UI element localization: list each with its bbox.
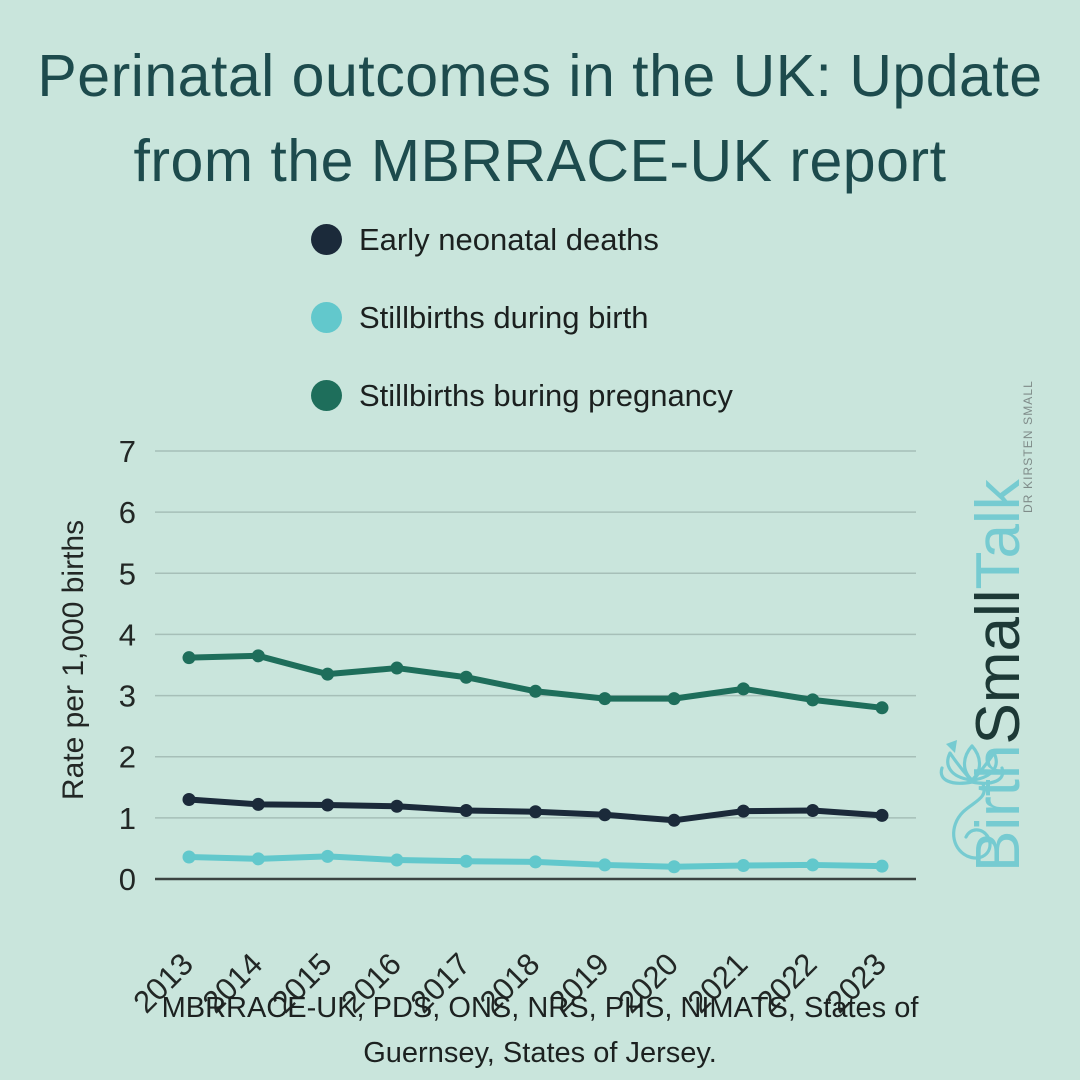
svg-text:0: 0	[119, 862, 136, 897]
logo-word-small: Small	[964, 589, 1033, 745]
svg-text:Rate per 1,000 births: Rate per 1,000 births	[57, 520, 90, 800]
legend-item-stillbirths-during-birth: Stillbirths during birth	[311, 299, 733, 335]
chart-legend: Early neonatal deaths Stillbirths during…	[311, 221, 733, 413]
title-line-1: Perinatal outcomes in the UK: Update	[37, 43, 1043, 109]
page-title: Perinatal outcomes in the UK: Update fro…	[0, 34, 1080, 204]
title-line-2: from the MBRRACE-UK report	[133, 128, 947, 194]
legend-item-early-neonatal-deaths: Early neonatal deaths	[311, 221, 733, 257]
legend-swatch-teal-icon	[311, 302, 342, 333]
legend-label: Stillbirths buring pregnancy	[359, 377, 733, 413]
legend-swatch-green-icon	[311, 380, 342, 411]
svg-text:3: 3	[119, 679, 136, 714]
svg-text:2: 2	[119, 740, 136, 775]
legend-item-stillbirths-during-pregnancy: Stillbirths buring pregnancy	[311, 377, 733, 413]
svg-text:1: 1	[119, 801, 136, 836]
lotus-flower-icon	[939, 740, 1005, 860]
svg-text:5: 5	[119, 556, 136, 591]
logo-subtitle: DR KIRSTEN SMALL	[1021, 380, 1035, 513]
svg-text:4: 4	[119, 617, 136, 652]
svg-text:7: 7	[119, 434, 136, 469]
svg-text:6: 6	[119, 495, 136, 530]
legend-label: Early neonatal deaths	[359, 221, 659, 257]
source-line-1: MBRRACE-UK, PDS, ONS, NRS, PHS, NIMATS, …	[161, 992, 919, 1024]
legend-swatch-navy-icon	[311, 224, 342, 255]
data-source-caption: MBRRACE-UK, PDS, ONS, NRS, PHS, NIMATS, …	[140, 986, 940, 1076]
legend-label: Stillbirths during birth	[359, 299, 649, 335]
source-line-2: Guernsey, States of Jersey.	[363, 1037, 717, 1069]
